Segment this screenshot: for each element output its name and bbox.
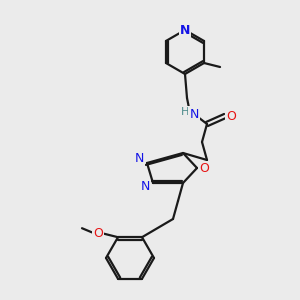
- Text: O: O: [226, 110, 236, 122]
- Text: O: O: [93, 227, 103, 240]
- Text: N: N: [140, 181, 150, 194]
- Text: N: N: [134, 152, 144, 166]
- Text: N: N: [189, 107, 199, 121]
- Text: H: H: [181, 107, 189, 117]
- Text: O: O: [199, 161, 209, 175]
- Text: N: N: [180, 23, 190, 37]
